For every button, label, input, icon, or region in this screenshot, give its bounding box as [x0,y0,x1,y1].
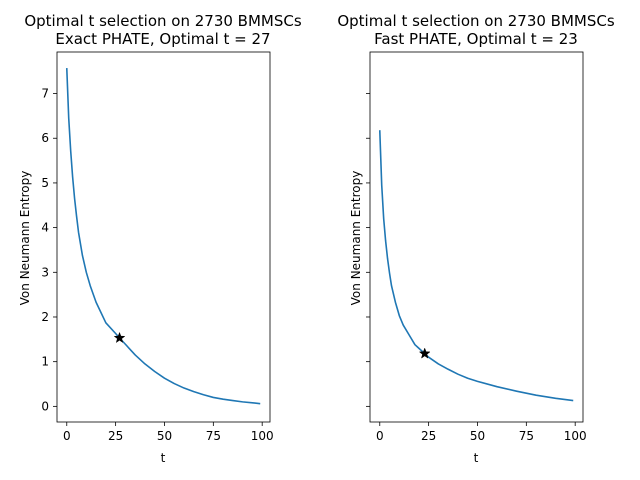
chart-right-series-line-0 [378,130,574,402]
chart-right-title: Optimal t selection on 2730 BMMSCs [337,12,615,30]
chart-left-ylabel: Von Neumann Entropy [18,171,32,306]
chart-left-optimal-star-marker [113,331,126,344]
chart-left-xtick-label-4: 100 [251,429,274,443]
chart-left-ytick-label-0: 0 [41,399,49,413]
chart-left-xtick-label-0: 0 [63,429,71,443]
chart-left-ytick-label-3: 3 [41,265,49,279]
chart-left-ytick-label-4: 4 [41,221,49,235]
chart-right-xtick-label-1: 25 [421,429,436,443]
chart-right-axes-frame [369,51,584,423]
chart-left-ytick-label-7: 7 [41,87,49,101]
chart-left-ytick-label-6: 6 [41,131,49,145]
chart-right-xtick-label-2: 50 [470,429,485,443]
chart-left-subtitle: Exact PHATE, Optimal t = 27 [55,30,270,48]
chart-left-ytick-label-2: 2 [41,310,49,324]
chart-left: Optimal t selection on 2730 BMMSCs Exact… [18,12,302,465]
chart-right-ylabel: Von Neumann Entropy [349,171,363,306]
chart-right-xtick-label-0: 0 [376,429,384,443]
chart-right-xtick-label-4: 100 [564,429,587,443]
chart-left-axes-frame [56,51,271,423]
chart-left-ytick-label-1: 1 [41,355,49,369]
chart-left-ytick-label-5: 5 [41,176,49,190]
chart-right: Optimal t selection on 2730 BMMSCs Fast … [337,12,615,465]
chart-right-xlabel: t [474,451,479,465]
chart-left-xtick-label-2: 50 [157,429,172,443]
chart-left-xtick-label-1: 25 [108,429,123,443]
chart-right-plot: 0 25 50 75 100 [366,51,587,443]
chart-left-plot: 0 25 50 75 100 0 1 2 3 4 5 6 7 [41,51,274,443]
chart-left-xlabel: t [161,451,166,465]
chart-left-xtick-label-3: 75 [206,429,221,443]
chart-right-xtick-label-3: 75 [519,429,534,443]
chart-right-optimal-star-marker [418,347,431,359]
chart-right-subtitle: Fast PHATE, Optimal t = 23 [374,30,578,48]
chart-left-title: Optimal t selection on 2730 BMMSCs [24,12,302,30]
chart-left-series-line-0 [65,68,261,405]
